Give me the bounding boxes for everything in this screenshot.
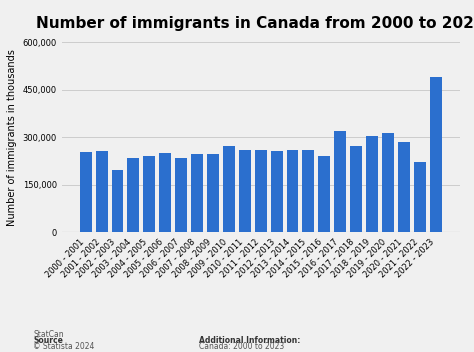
Bar <box>96 151 108 232</box>
Bar <box>255 150 267 232</box>
Bar <box>366 136 378 232</box>
Bar <box>239 150 251 232</box>
Bar <box>128 158 139 232</box>
Text: Additional Information:: Additional Information: <box>199 336 301 345</box>
Bar <box>175 158 187 232</box>
Text: StatCan
© Statista 2024: StatCan © Statista 2024 <box>33 331 94 351</box>
Bar <box>334 131 346 232</box>
Bar <box>207 154 219 232</box>
Title: Number of immigrants in Canada from 2000 to 2023: Number of immigrants in Canada from 2000… <box>36 16 474 31</box>
Bar <box>287 150 299 232</box>
Bar <box>430 77 442 232</box>
Bar <box>271 151 283 232</box>
Bar <box>223 146 235 232</box>
Bar <box>414 162 426 232</box>
Y-axis label: Number of immigrants in thousands: Number of immigrants in thousands <box>7 49 17 226</box>
Text: Source: Source <box>33 336 63 345</box>
Bar <box>80 152 91 232</box>
Bar <box>350 146 362 232</box>
Bar <box>191 154 203 232</box>
Bar <box>111 170 123 232</box>
Bar <box>143 156 155 232</box>
Bar <box>398 142 410 232</box>
Bar <box>319 156 330 232</box>
Bar <box>382 133 394 232</box>
Bar <box>159 153 171 232</box>
Text: Canada: 2000 to 2023: Canada: 2000 to 2023 <box>199 342 284 351</box>
Bar <box>302 150 314 232</box>
